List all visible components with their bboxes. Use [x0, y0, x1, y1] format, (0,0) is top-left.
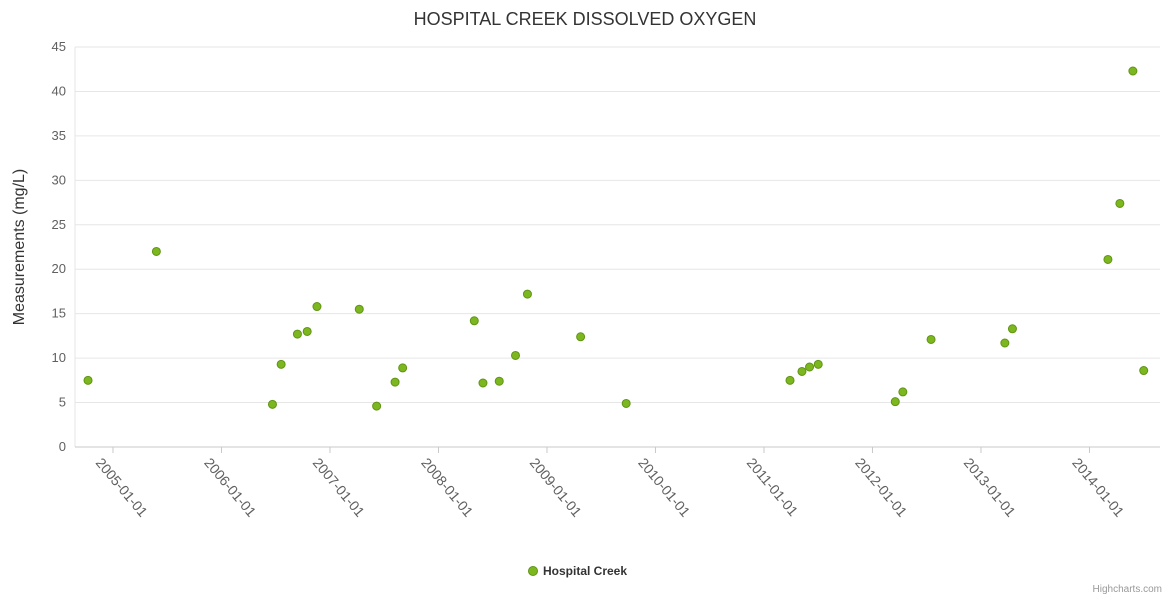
- x-axis-tick-label: 2007-01-01: [310, 455, 368, 520]
- y-axis-tick-label: 40: [52, 83, 66, 98]
- y-axis-tick-label: 5: [59, 395, 66, 410]
- data-point[interactable]: [890, 397, 900, 407]
- data-point[interactable]: [354, 304, 364, 314]
- data-point[interactable]: [522, 289, 532, 299]
- y-axis-tick-label: 10: [52, 350, 66, 365]
- data-point[interactable]: [390, 377, 400, 387]
- x-axis-tick-label: 2012-01-01: [852, 455, 910, 520]
- data-point[interactable]: [926, 334, 936, 344]
- y-axis-labels: 0 5 10 15 20 25 30 35 40 45: [52, 39, 66, 454]
- data-point[interactable]: [302, 326, 312, 336]
- x-axis-tick-label: 2011-01-01: [744, 455, 802, 520]
- y-axis-tick-label: 0: [59, 439, 66, 454]
- gridlines: [75, 46, 1160, 448]
- data-point[interactable]: [1000, 338, 1010, 348]
- data-point[interactable]: [469, 316, 479, 326]
- data-point[interactable]: [1115, 198, 1125, 208]
- y-axis-tick-label: 25: [52, 217, 66, 232]
- data-point[interactable]: [1103, 254, 1113, 264]
- data-point[interactable]: [898, 387, 908, 397]
- legend-marker-icon: [528, 566, 538, 576]
- data-point[interactable]: [372, 401, 382, 411]
- y-axis-tick-label: 45: [52, 39, 66, 54]
- series-points: [83, 66, 1149, 411]
- data-point[interactable]: [621, 398, 631, 408]
- x-axis-tick-label: 2010-01-01: [635, 455, 693, 520]
- data-point[interactable]: [797, 366, 807, 376]
- data-point[interactable]: [511, 350, 521, 360]
- data-point[interactable]: [494, 376, 504, 386]
- data-point[interactable]: [1139, 366, 1149, 376]
- data-point[interactable]: [813, 359, 823, 369]
- y-axis-tick-label: 30: [52, 172, 66, 187]
- data-point[interactable]: [267, 399, 277, 409]
- x-axis-tick-label: 2005-01-01: [93, 455, 151, 520]
- data-point[interactable]: [276, 359, 286, 369]
- data-point[interactable]: [1128, 66, 1138, 76]
- x-axis-labels: 2005-01-01 2006-01-01 2007-01-01 2008-01-01…: [93, 455, 1128, 520]
- data-point[interactable]: [83, 375, 93, 385]
- data-point[interactable]: [151, 246, 161, 256]
- x-axis-tick-label: 2006-01-01: [201, 455, 259, 520]
- credits-link[interactable]: Highcharts.com: [1093, 584, 1162, 595]
- chart-title: HOSPITAL CREEK DISSOLVED OXYGEN: [414, 9, 757, 29]
- legend-label: Hospital Creek: [543, 564, 627, 578]
- y-axis-tick-label: 15: [52, 306, 66, 321]
- x-axis-tick-label: 2014-01-01: [1069, 455, 1127, 520]
- y-axis-title: Measurements (mg/L): [11, 169, 28, 326]
- axis-lines: [74, 47, 1160, 453]
- x-axis-tick-label: 2009-01-01: [527, 455, 585, 520]
- legend-item-hospital-creek[interactable]: Hospital Creek: [528, 564, 628, 578]
- data-point[interactable]: [785, 375, 795, 385]
- data-point[interactable]: [1007, 324, 1017, 334]
- data-point[interactable]: [292, 329, 302, 339]
- data-point[interactable]: [805, 362, 815, 372]
- data-point[interactable]: [398, 363, 408, 373]
- y-axis-tick-label: 20: [52, 261, 66, 276]
- data-point[interactable]: [576, 332, 586, 342]
- y-axis-tick-label: 35: [52, 128, 66, 143]
- x-axis-tick-label: 2008-01-01: [418, 455, 476, 520]
- data-point[interactable]: [312, 302, 322, 312]
- x-axis-tick-label: 2013-01-01: [961, 455, 1019, 520]
- data-point[interactable]: [478, 378, 488, 388]
